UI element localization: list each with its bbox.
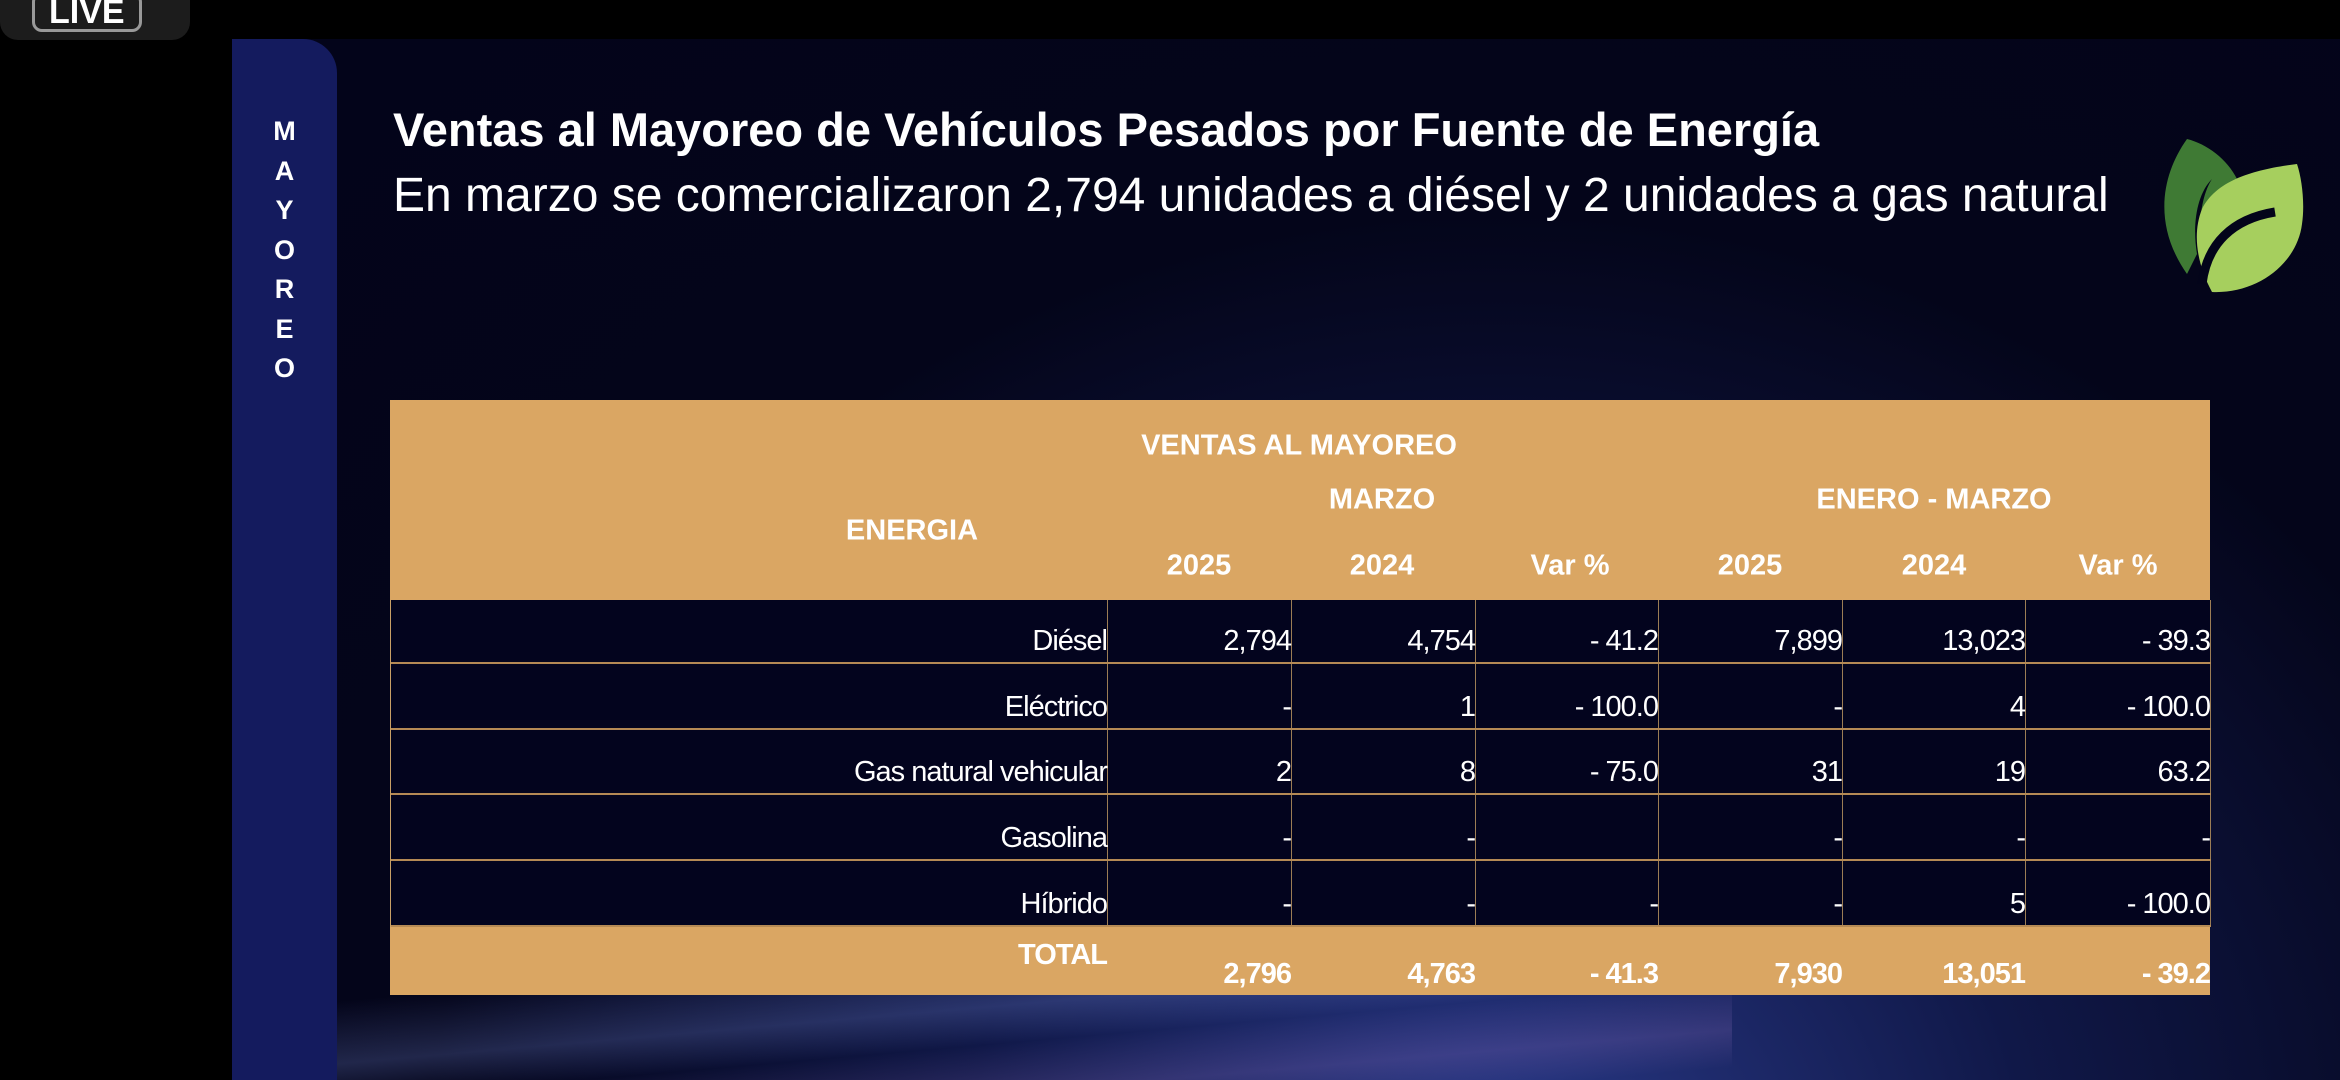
table-cell: - 100.0 <box>2026 861 2211 925</box>
dark-leaf <box>2164 139 2238 274</box>
section-letter: M <box>273 116 296 146</box>
table-cell: 1 <box>1292 664 1476 728</box>
total-cell: - 41.3 <box>1589 958 1659 990</box>
table-cell: - <box>1476 861 1659 925</box>
total-label: TOTAL <box>1018 938 1108 971</box>
column-header: 2024 <box>1349 549 1415 582</box>
table-cell: - <box>1292 795 1476 859</box>
section-letter: R <box>274 274 295 304</box>
row-label: Gas natural vehicular <box>391 730 1108 793</box>
table-cell: 4 <box>1843 664 2026 728</box>
table-row: Híbrido - - - -5- 100.0 <box>391 861 2211 927</box>
table-cell: - <box>2026 795 2211 859</box>
column-header: Var % <box>1530 549 1610 582</box>
slide-subtitle: En marzo se comercializaron 2,794 unidad… <box>393 169 2109 222</box>
row-label: Híbrido <box>391 861 1108 925</box>
table-row: Diésel 2,794 4,754- 41.2 7,899 13,023- 39.3 <box>391 600 2211 664</box>
table-cell: - <box>1108 664 1292 728</box>
row-label: Diésel <box>391 600 1108 662</box>
group-header-enero-marzo: ENERO - MARZO <box>1816 483 2052 516</box>
table-cell: - 100.0 <box>2026 664 2211 728</box>
total-cell: 4,763 <box>1407 958 1476 990</box>
group-header-marzo: MARZO <box>1328 483 1436 516</box>
table-row: Eléctrico -1- 100.0-4- 100.0 <box>391 664 2211 730</box>
total-cell: 13,051 <box>1942 958 2026 990</box>
table-cell: - 41.2 <box>1476 600 1659 662</box>
table-cell: 19 <box>1843 730 2026 793</box>
table-cell: 63.2 <box>2026 730 2211 793</box>
section-letter: O <box>273 234 295 265</box>
leaf-vein <box>2197 207 2276 285</box>
section-letter: E <box>275 313 294 344</box>
table-cell: - <box>1659 861 1843 925</box>
section-sidebar <box>232 39 337 1080</box>
table-body: Diésel 2,794 4,754- 41.2 7,899 13,023- 39.3 E… <box>390 600 2211 927</box>
section-label-vertical: M A Y O R E O <box>232 112 337 389</box>
total-cell: 2,796 <box>1223 958 1292 990</box>
table-header: VENTAS AL MAYOREO ENERGIA MARZO ENERO - … <box>390 400 2210 600</box>
table-cell: - <box>1292 861 1476 925</box>
light-leaf <box>2196 164 2304 293</box>
table-cell: - <box>1108 795 1292 859</box>
table-caption: VENTAS AL MAYOREO <box>1141 429 1457 462</box>
column-header: 2025 <box>1166 549 1232 582</box>
table-cell: 2,794 <box>1108 600 1292 662</box>
column-header: 2025 <box>1717 549 1783 582</box>
table-cell: - 75.0 <box>1476 730 1659 793</box>
table-total-row: TOTAL 2,796 4,763 - 41.3 7,930 13,051 - 39.2 <box>390 927 2211 995</box>
table-cell: - <box>1108 861 1292 925</box>
total-cell: 7,930 <box>1774 958 1843 990</box>
column-header: 2024 <box>1901 549 1967 582</box>
table-cell: - 100.0 <box>1476 664 1659 728</box>
table-cell: - <box>1843 795 2026 859</box>
total-cell: - 39.2 <box>2141 958 2211 990</box>
table-row: Gas natural vehicular 2 8- 75.0 31 19 63.2 <box>391 730 2211 795</box>
table-cell: 7,899 <box>1659 600 1843 662</box>
table-cell: 8 <box>1292 730 1476 793</box>
live-label: LIVE <box>32 0 142 32</box>
table-cell: - <box>1659 795 1843 859</box>
table-cell: 13,023 <box>1843 600 2026 662</box>
row-label: Gasolina <box>391 795 1108 859</box>
sales-table: VENTAS AL MAYOREO ENERGIA MARZO ENERO - … <box>390 400 2211 995</box>
table-cell <box>1476 795 1659 859</box>
table-cell: - <box>1659 664 1843 728</box>
column-header: Var % <box>2078 549 2158 582</box>
row-label: Eléctrico <box>391 664 1108 728</box>
section-letter: A <box>274 155 295 186</box>
table-cell: - 39.3 <box>2026 600 2211 662</box>
section-letter: Y <box>275 195 294 225</box>
live-badge: LIVE <box>0 0 190 40</box>
table-row: Gasolina - - - - - <box>391 795 2211 861</box>
table-cell: 31 <box>1659 730 1843 793</box>
leaf-icon <box>2164 139 2304 293</box>
table-cell: 2 <box>1108 730 1292 793</box>
section-letter: O <box>273 353 295 383</box>
table-cell: 4,754 <box>1292 600 1476 662</box>
energy-header: ENERGIA <box>845 514 979 547</box>
slide-title: Ventas al Mayoreo de Vehículos Pesados p… <box>393 103 1820 156</box>
table-cell: 5 <box>1843 861 2026 925</box>
